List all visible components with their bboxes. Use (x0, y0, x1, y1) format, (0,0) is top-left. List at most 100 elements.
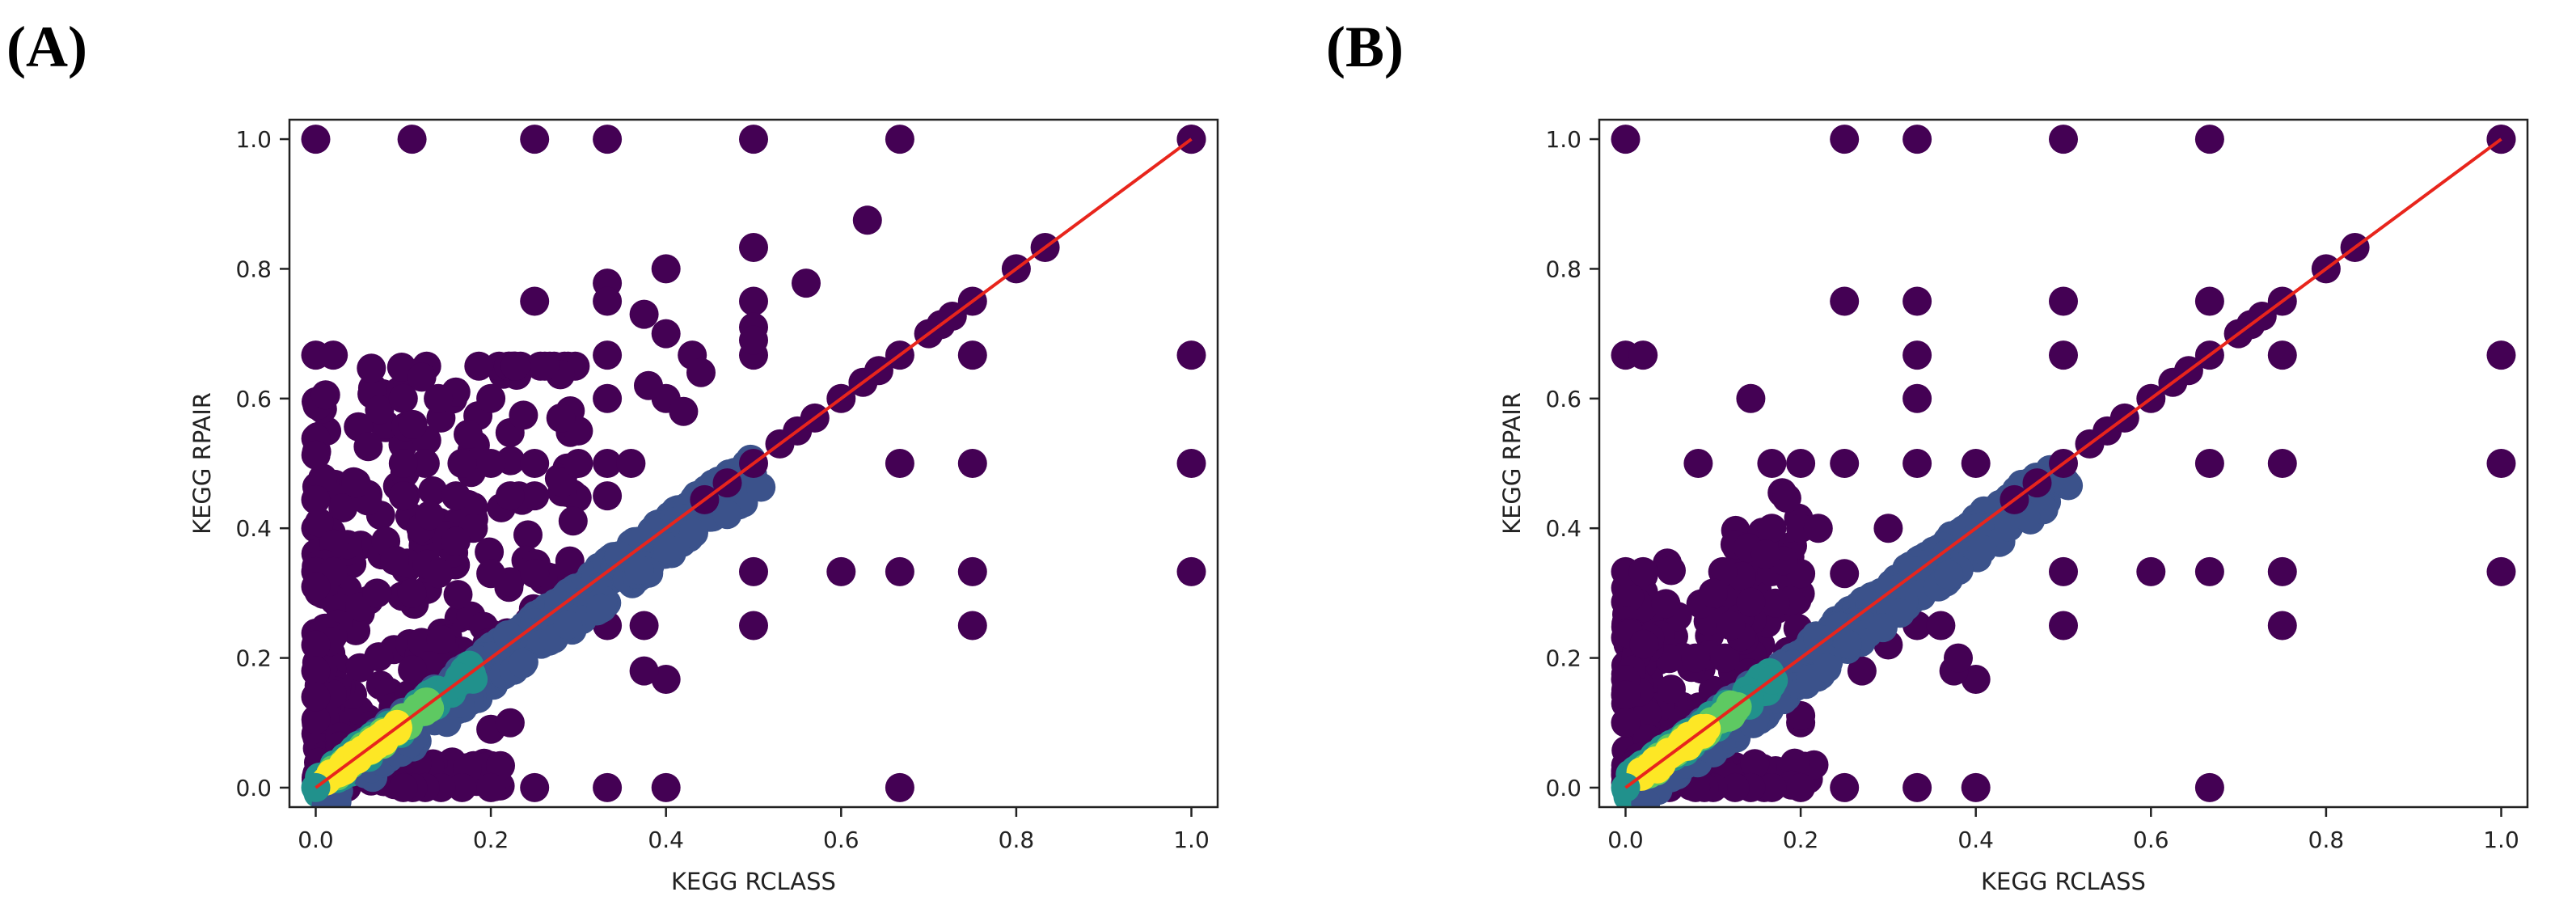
data-point (1926, 611, 1956, 641)
data-point (1944, 643, 1973, 673)
data-point (2049, 340, 2078, 370)
data-point (739, 325, 768, 355)
data-point (1780, 748, 1810, 778)
data-point (1902, 286, 1932, 316)
data-point (739, 286, 768, 316)
data-point (1902, 449, 1932, 478)
data-point (398, 655, 428, 685)
data-point (558, 506, 588, 536)
data-point (319, 340, 348, 370)
data-point (424, 559, 454, 589)
data-point (426, 624, 456, 654)
data-point (1757, 772, 1787, 802)
data-point (2194, 125, 2224, 154)
data-point (2194, 556, 2224, 586)
x-axis-label: KEGG RCLASS (671, 868, 836, 895)
scatter-chart-a: 0.0 0.2 0.4 0.6 0.8 1.0 0.0 0.2 0.4 0.6 0.8 1.0 KEGG… (188, 118, 1219, 895)
data-point (2136, 556, 2166, 586)
data-point (1611, 680, 1641, 710)
data-point (1786, 449, 1816, 478)
data-point (388, 481, 418, 511)
data-point (508, 649, 538, 679)
data-point (1902, 125, 1932, 154)
data-point (388, 383, 418, 413)
data-point (1830, 449, 1860, 478)
data-point (651, 254, 681, 284)
data-point (530, 351, 560, 381)
data-point (1710, 643, 1740, 673)
data-point (304, 508, 334, 538)
data-point (397, 578, 427, 608)
x-tick-label: 0.4 (1957, 827, 1994, 853)
data-point (1628, 556, 1658, 586)
data-point (362, 578, 392, 608)
data-point (301, 682, 331, 712)
data-point (513, 520, 543, 550)
data-point (301, 440, 331, 470)
y-tick-label: 0.8 (235, 256, 272, 282)
x-tick-label: 0.2 (473, 827, 509, 853)
y-tick-label: 1.0 (235, 126, 272, 153)
data-point (651, 319, 681, 349)
data-point (586, 594, 616, 624)
data-point (593, 772, 623, 802)
data-point (341, 468, 371, 498)
data-point (397, 125, 427, 154)
data-point (1740, 749, 1770, 779)
data-point (712, 500, 742, 530)
data-point (357, 353, 386, 383)
data-point (885, 772, 914, 802)
data-point (852, 205, 882, 235)
data-point (476, 559, 506, 589)
data-point (1961, 772, 1991, 802)
data-point (1683, 449, 1713, 478)
data-point (495, 481, 525, 511)
data-point (957, 611, 987, 641)
data-point (564, 449, 593, 478)
data-point (885, 125, 914, 154)
data-point (651, 665, 681, 694)
data-point (1868, 613, 1898, 643)
data-point (464, 351, 494, 381)
data-point (1757, 514, 1787, 543)
data-point (1720, 772, 1750, 802)
data-point (1176, 556, 1206, 586)
data-point (957, 556, 987, 586)
data-point (520, 449, 550, 478)
data-point (1736, 383, 1766, 413)
data-point (2194, 286, 2224, 316)
data-point (616, 449, 646, 478)
data-point (629, 299, 659, 329)
data-point (593, 125, 623, 154)
data-point (2486, 340, 2516, 370)
data-point (652, 535, 682, 564)
data-point (1961, 665, 1991, 694)
data-point (2486, 449, 2516, 478)
data-point (1750, 539, 1780, 569)
scatter-chart-b: 0.0 0.2 0.4 0.6 0.8 1.0 0.0 0.2 0.4 0.6 0.8 1.0 KEGG… (1498, 118, 2529, 895)
y-axis-label: KEGG RPAIR (1498, 392, 1526, 535)
plot-frame (288, 118, 1219, 809)
data-point (1902, 383, 1932, 413)
y-tick-label: 0.4 (235, 515, 272, 542)
data-point (441, 526, 471, 556)
data-point (353, 432, 383, 462)
data-point (2049, 556, 2078, 586)
data-point (1902, 772, 1932, 802)
data-point (2194, 449, 2224, 478)
data-point (651, 772, 681, 802)
y-tick-label: 0.6 (1545, 386, 1581, 412)
data-point (2267, 340, 2297, 370)
data-point (2194, 772, 2224, 802)
panel-label-a: (A) (6, 15, 87, 79)
data-point (1615, 582, 1645, 612)
panel-label-b: (B) (1326, 15, 1404, 79)
x-tick-label: 0.8 (999, 827, 1035, 853)
data-point (476, 383, 506, 413)
data-point (739, 125, 768, 154)
data-point (495, 708, 525, 738)
data-point (520, 481, 550, 511)
data-point (624, 556, 654, 585)
data-point (1772, 484, 1801, 513)
data-point (1698, 578, 1728, 608)
